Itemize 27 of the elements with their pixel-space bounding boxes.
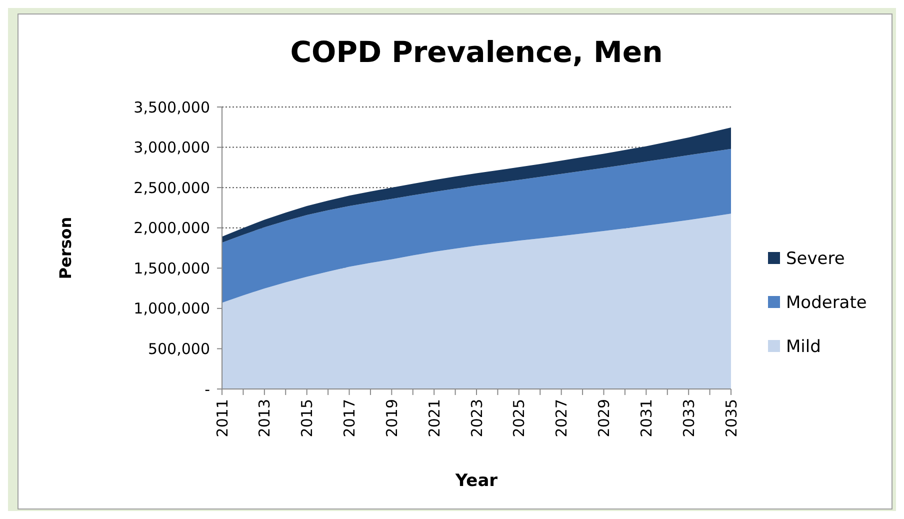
y-tick-label: 3,000,000 bbox=[134, 138, 210, 157]
legend-label: Moderate bbox=[786, 292, 867, 313]
chart-title: COPD Prevalence, Men bbox=[290, 35, 663, 69]
legend-label: Severe bbox=[786, 248, 845, 269]
y-tick-label: 1,500,000 bbox=[134, 259, 210, 278]
x-tick-label: 2011 bbox=[213, 399, 232, 438]
y-tick-label: 1,000,000 bbox=[134, 300, 210, 318]
legend-label: Mild bbox=[786, 336, 821, 357]
y-tick-label: 2,000,000 bbox=[134, 219, 210, 238]
x-tick-label: 2013 bbox=[256, 399, 274, 438]
x-tick-label: 2031 bbox=[637, 399, 656, 438]
x-tick-label: 2019 bbox=[382, 399, 401, 438]
x-tick-label: 2035 bbox=[722, 399, 740, 438]
y-axis-title: Person bbox=[56, 216, 75, 280]
x-axis-title: Year bbox=[454, 471, 498, 491]
x-tick-label: 2033 bbox=[680, 399, 698, 438]
y-tick-label: 2,500,000 bbox=[134, 178, 210, 197]
x-tick-label: 2027 bbox=[552, 399, 571, 438]
y-tick-label: 500,000 bbox=[148, 340, 210, 358]
x-tick-label: 2023 bbox=[468, 399, 486, 438]
x-tick-label: 2015 bbox=[298, 399, 316, 438]
y-tick-label: - bbox=[204, 380, 210, 398]
x-tick-label: 2017 bbox=[340, 399, 358, 438]
x-tick-label: 2025 bbox=[510, 399, 528, 438]
y-tick-label: 3,500,000 bbox=[134, 98, 210, 116]
x-tick-label: 2021 bbox=[425, 399, 444, 438]
x-tick-label: 2029 bbox=[595, 399, 613, 438]
